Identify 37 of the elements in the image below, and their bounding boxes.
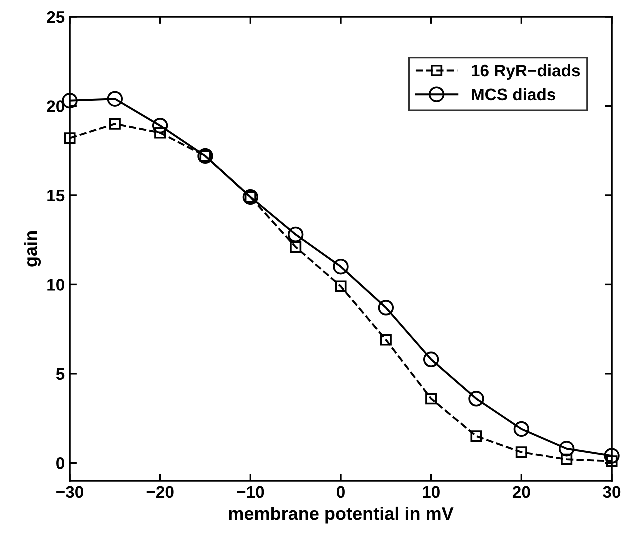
y-tick-label: 10 <box>48 279 64 291</box>
y-tick-label: 25 <box>47 11 65 24</box>
point <box>107 91 124 107</box>
point <box>380 334 392 346</box>
point <box>604 448 620 464</box>
x-tick-label: 10 <box>423 486 440 498</box>
y-tick-label: 15 <box>48 190 65 202</box>
x-tick-label: −30 <box>56 486 84 498</box>
x-tick-label: 30 <box>603 486 621 498</box>
point <box>288 226 304 243</box>
point <box>561 454 573 466</box>
y-tick-label: 5 <box>56 368 65 380</box>
x-tick-label: −10 <box>237 486 264 498</box>
point <box>64 132 76 144</box>
point <box>468 391 484 407</box>
point <box>378 300 394 316</box>
y-tick-label: 0 <box>56 458 64 470</box>
point <box>154 127 166 139</box>
x-axis-title: membrane potential in mV <box>229 506 454 524</box>
point <box>423 352 440 368</box>
x-tick-label: −20 <box>146 486 174 498</box>
point <box>470 430 482 442</box>
x-tick-label: 0 <box>337 486 345 498</box>
point <box>333 258 349 275</box>
point <box>335 280 347 292</box>
point <box>426 393 438 405</box>
legend-label: MCS diads <box>472 88 556 101</box>
point <box>290 241 302 253</box>
point <box>109 118 121 130</box>
legend-label: 16 RyR−diads <box>472 64 580 80</box>
point <box>558 441 575 457</box>
y-axis-title: gain <box>24 232 42 267</box>
point <box>514 421 530 438</box>
x-tick-label: 20 <box>512 486 530 498</box>
point <box>516 446 528 458</box>
y-tick-label: 20 <box>47 100 64 112</box>
point <box>152 118 168 134</box>
